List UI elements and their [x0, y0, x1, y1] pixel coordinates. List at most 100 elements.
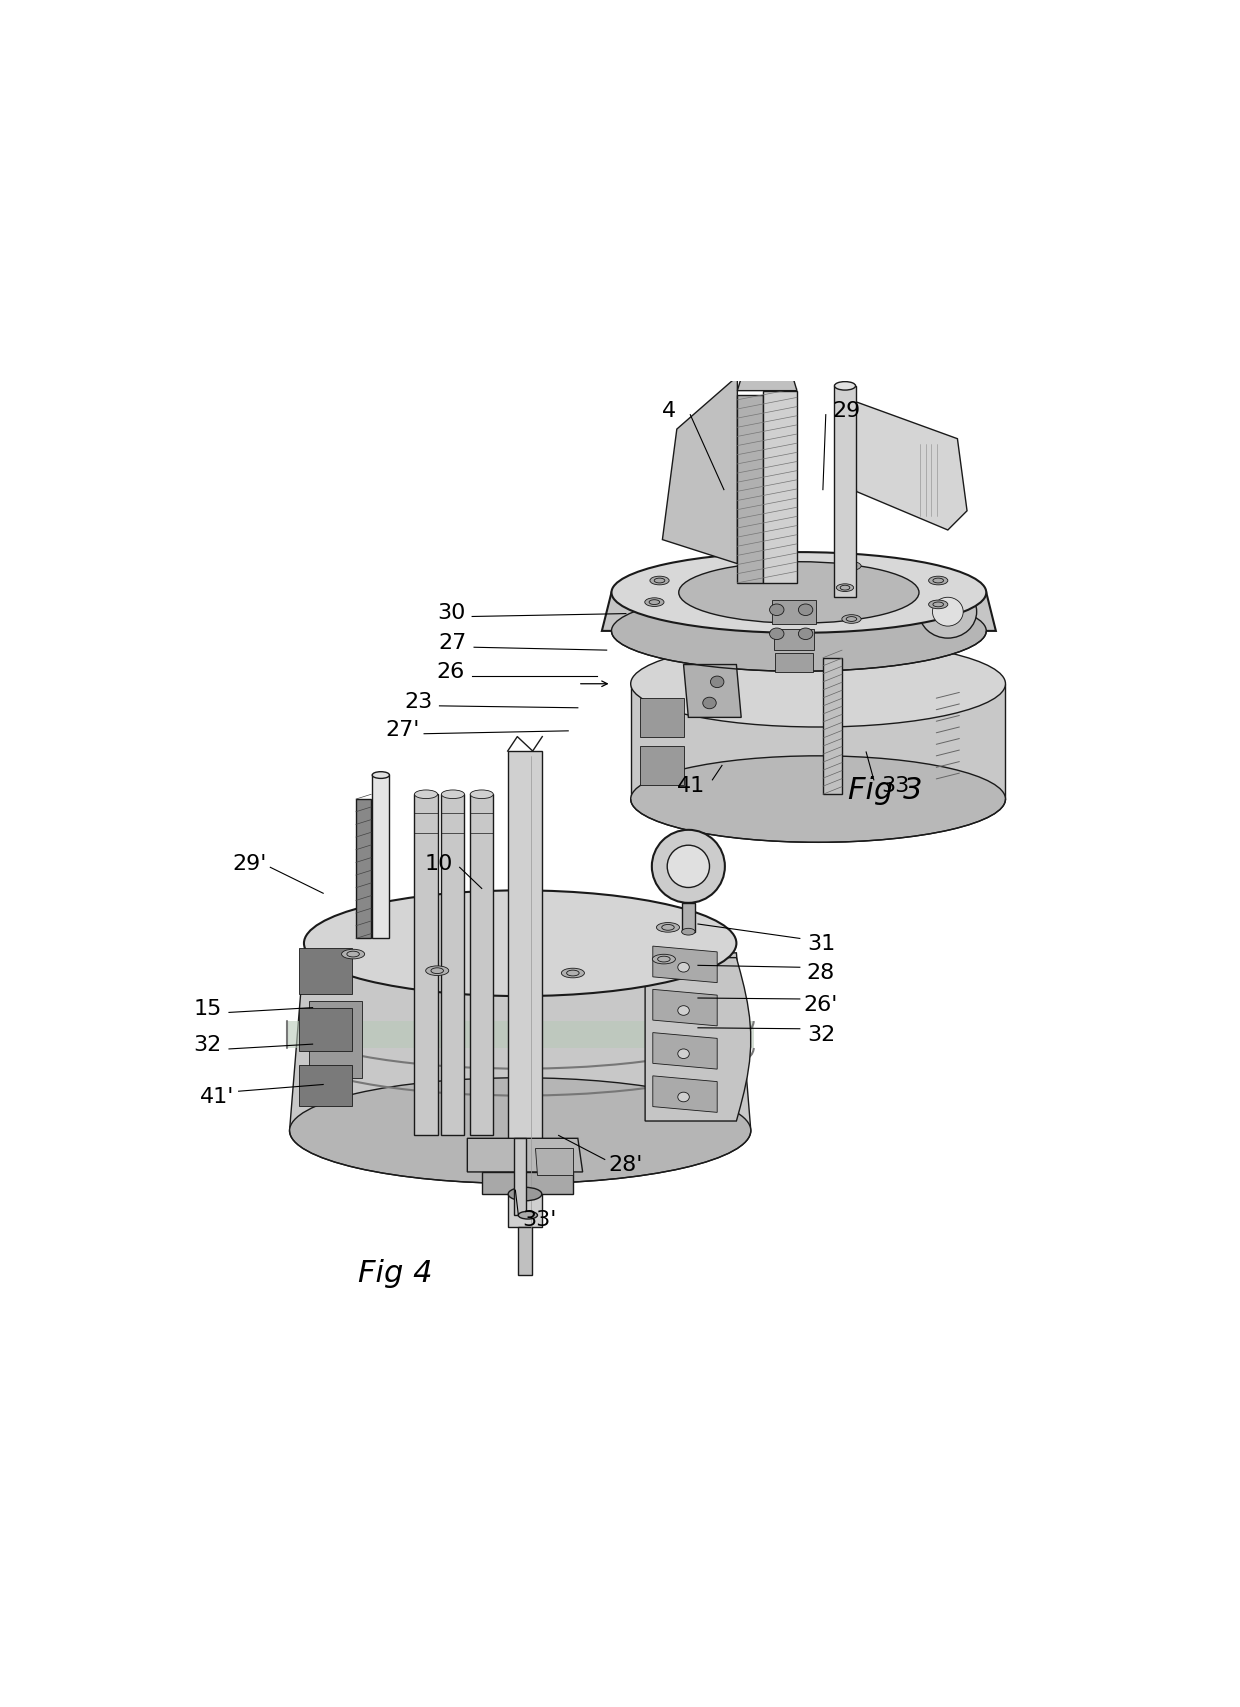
Polygon shape — [507, 751, 542, 1227]
Ellipse shape — [425, 966, 449, 976]
Polygon shape — [515, 1139, 526, 1215]
Ellipse shape — [678, 562, 919, 623]
Ellipse shape — [372, 772, 389, 778]
Text: Fig 4: Fig 4 — [358, 1258, 433, 1287]
Ellipse shape — [678, 963, 689, 973]
Polygon shape — [372, 775, 389, 939]
Polygon shape — [652, 1075, 717, 1113]
Ellipse shape — [711, 676, 724, 688]
Text: 41': 41' — [201, 1086, 234, 1106]
Polygon shape — [467, 1139, 583, 1173]
Polygon shape — [773, 601, 816, 625]
Polygon shape — [356, 799, 371, 939]
Text: 28: 28 — [807, 963, 835, 983]
Ellipse shape — [842, 615, 861, 625]
Text: 27': 27' — [386, 720, 420, 739]
Polygon shape — [518, 1227, 532, 1275]
Ellipse shape — [703, 698, 717, 710]
Polygon shape — [738, 396, 764, 584]
Polygon shape — [640, 698, 683, 737]
Ellipse shape — [414, 790, 438, 799]
Polygon shape — [835, 386, 856, 597]
Ellipse shape — [470, 790, 494, 799]
Ellipse shape — [678, 1092, 689, 1103]
Text: 31: 31 — [807, 934, 835, 954]
Text: 23: 23 — [404, 691, 433, 712]
Ellipse shape — [290, 1079, 751, 1183]
Ellipse shape — [441, 790, 465, 799]
Polygon shape — [764, 391, 797, 584]
Ellipse shape — [650, 577, 670, 586]
Text: 32: 32 — [807, 1024, 835, 1045]
Polygon shape — [682, 903, 696, 932]
Text: 15: 15 — [193, 999, 222, 1017]
Ellipse shape — [799, 604, 812, 616]
Ellipse shape — [929, 577, 947, 586]
Text: 29': 29' — [232, 854, 267, 872]
Text: 4: 4 — [662, 401, 676, 420]
Ellipse shape — [919, 586, 977, 638]
Ellipse shape — [656, 923, 680, 932]
Polygon shape — [645, 958, 750, 1121]
Polygon shape — [290, 953, 751, 1132]
Ellipse shape — [929, 601, 947, 609]
Polygon shape — [652, 1033, 717, 1070]
Polygon shape — [470, 795, 494, 1135]
Polygon shape — [640, 746, 683, 785]
Ellipse shape — [932, 597, 963, 626]
Polygon shape — [631, 685, 1006, 799]
Ellipse shape — [799, 628, 812, 640]
Ellipse shape — [341, 949, 365, 959]
Text: 10: 10 — [424, 854, 453, 872]
Polygon shape — [286, 1021, 754, 1048]
Ellipse shape — [842, 562, 861, 570]
Ellipse shape — [645, 599, 663, 608]
Ellipse shape — [631, 756, 1006, 843]
Polygon shape — [775, 654, 813, 673]
Ellipse shape — [678, 1050, 689, 1058]
Text: 26': 26' — [804, 993, 838, 1014]
Ellipse shape — [678, 1005, 689, 1016]
Text: 41: 41 — [677, 775, 706, 795]
Ellipse shape — [652, 830, 725, 903]
Polygon shape — [299, 1009, 352, 1052]
Polygon shape — [738, 372, 797, 391]
Polygon shape — [441, 795, 465, 1135]
Ellipse shape — [836, 584, 853, 592]
Ellipse shape — [835, 382, 856, 391]
Polygon shape — [849, 401, 967, 531]
Text: 27: 27 — [439, 633, 467, 654]
Polygon shape — [662, 377, 738, 565]
Text: 33: 33 — [880, 775, 909, 795]
Polygon shape — [414, 795, 438, 1135]
Polygon shape — [534, 1149, 573, 1174]
Polygon shape — [299, 1065, 352, 1106]
Text: 26: 26 — [436, 662, 465, 681]
Polygon shape — [601, 592, 996, 632]
Ellipse shape — [611, 553, 986, 633]
Text: 28': 28' — [609, 1154, 644, 1174]
Polygon shape — [823, 659, 842, 795]
Polygon shape — [652, 990, 717, 1026]
Text: 30: 30 — [436, 603, 465, 623]
Polygon shape — [481, 1173, 573, 1195]
Ellipse shape — [611, 591, 986, 673]
Ellipse shape — [562, 968, 584, 978]
Text: 32: 32 — [193, 1034, 222, 1055]
Polygon shape — [309, 1002, 362, 1079]
Ellipse shape — [508, 1188, 542, 1202]
Ellipse shape — [667, 845, 709, 888]
Polygon shape — [652, 947, 717, 983]
Ellipse shape — [631, 642, 1006, 727]
Ellipse shape — [770, 604, 784, 616]
Ellipse shape — [518, 1212, 537, 1219]
Ellipse shape — [304, 891, 737, 997]
Polygon shape — [299, 949, 352, 995]
Ellipse shape — [652, 954, 676, 964]
Text: 33': 33' — [522, 1209, 557, 1229]
Polygon shape — [683, 666, 742, 719]
Ellipse shape — [682, 929, 696, 935]
Text: 29: 29 — [833, 401, 861, 420]
Polygon shape — [774, 630, 815, 650]
Text: Fig 3: Fig 3 — [848, 775, 923, 804]
